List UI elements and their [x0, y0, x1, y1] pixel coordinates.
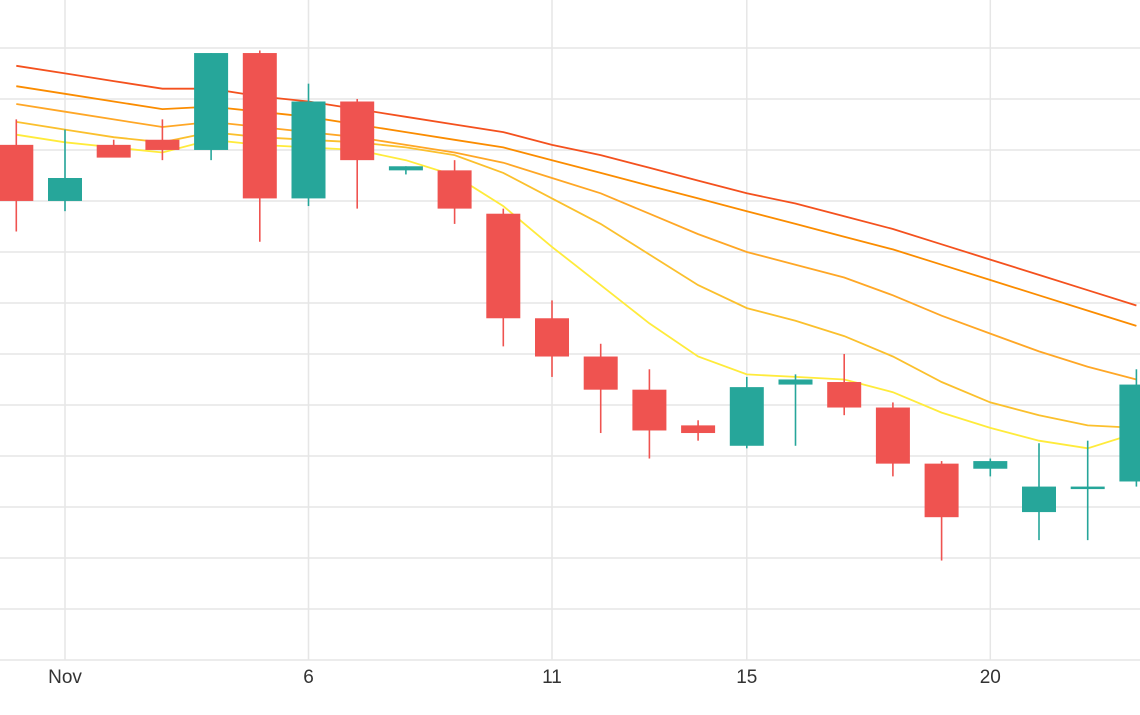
candle	[924, 461, 959, 561]
candle	[535, 300, 569, 377]
x-tick-label: 15	[736, 667, 757, 688]
candle	[632, 369, 667, 459]
candle-body	[48, 178, 82, 201]
candle	[973, 458, 1008, 477]
candle-body	[291, 101, 326, 199]
candle-body	[681, 425, 716, 434]
moving-average-layer	[16, 64, 1137, 450]
x-tick-label: 11	[542, 667, 562, 688]
candle	[388, 166, 423, 175]
candle	[681, 420, 716, 441]
candle	[486, 208, 521, 347]
candle-body	[583, 356, 618, 390]
candle-body	[875, 407, 910, 464]
candle-body	[194, 53, 229, 150]
candle	[96, 139, 131, 158]
candle	[729, 376, 764, 449]
grid-layer	[0, 0, 1140, 661]
moving-average-line-2	[16, 121, 1137, 429]
candle-body	[973, 461, 1008, 469]
x-tick-label: 6	[303, 667, 314, 688]
candle	[1119, 369, 1140, 487]
candle	[0, 119, 34, 232]
candle	[48, 129, 82, 212]
x-axis: Nov611152025	[48, 667, 1001, 688]
candle-body	[0, 144, 34, 201]
candle	[827, 353, 862, 416]
candle-body	[632, 389, 667, 431]
candle-body	[1119, 384, 1140, 482]
candle-body	[486, 213, 521, 319]
candle-body	[340, 101, 375, 161]
candle	[778, 374, 813, 446]
candle-body	[729, 387, 764, 446]
candle-body	[535, 318, 569, 357]
candle	[291, 83, 326, 207]
candle-body	[145, 139, 180, 150]
candle	[583, 343, 618, 434]
candle-body	[778, 379, 813, 385]
candle-body	[827, 382, 862, 408]
candle-body	[1022, 486, 1056, 513]
candle	[194, 53, 229, 161]
candle-body	[96, 144, 131, 158]
x-tick-label: Nov	[48, 667, 82, 688]
candle-body	[1070, 486, 1105, 490]
candle	[1022, 443, 1056, 541]
moving-average-line-3	[16, 103, 1137, 381]
candle-body	[242, 53, 277, 199]
candle	[875, 402, 910, 477]
candle	[340, 98, 375, 209]
x-tick-label: 20	[980, 667, 1001, 688]
candle	[1070, 440, 1105, 541]
candle	[242, 50, 277, 242]
moving-average-line-1	[16, 133, 1137, 450]
candle-body	[388, 166, 423, 171]
moving-average-line-4	[16, 85, 1137, 327]
candle	[145, 119, 180, 161]
candle-body	[924, 463, 959, 518]
candle-layer	[0, 50, 1140, 561]
candle	[437, 160, 472, 224]
candle-body	[437, 170, 472, 209]
